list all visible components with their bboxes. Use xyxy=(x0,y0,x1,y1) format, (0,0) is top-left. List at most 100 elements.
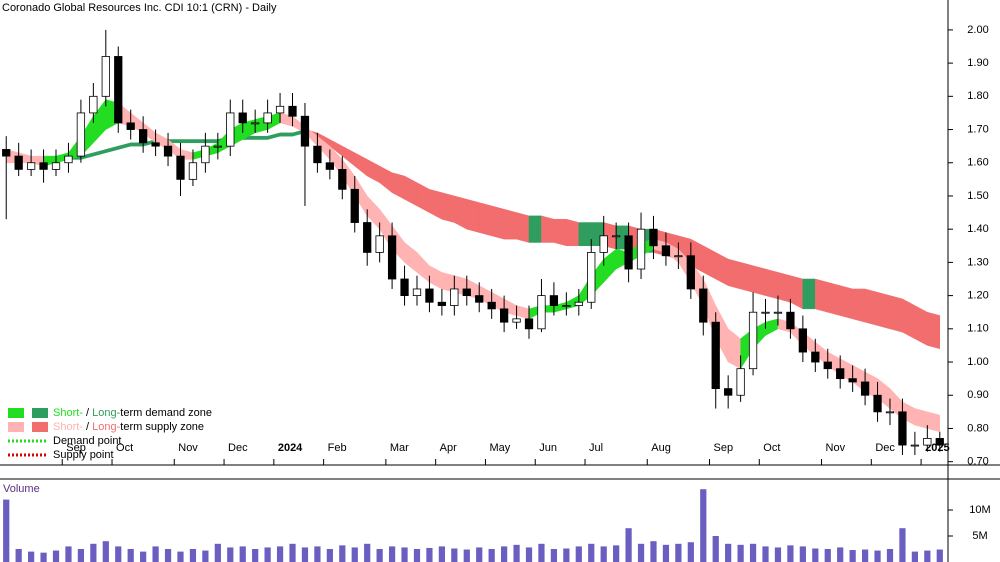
x-tick-label: Jun xyxy=(539,442,557,454)
volume-bar xyxy=(837,547,844,562)
volume-bar xyxy=(227,547,234,562)
candle-body xyxy=(450,288,459,306)
volume-bar xyxy=(28,551,35,562)
candle-body xyxy=(935,438,944,446)
x-tick-label: Dec xyxy=(875,442,895,454)
volume-bar xyxy=(289,543,296,562)
long-term-zone xyxy=(130,142,144,147)
legend-label: Demand point xyxy=(53,435,122,447)
candle-body xyxy=(350,188,359,223)
volume-bar xyxy=(364,543,371,562)
volume-bar xyxy=(662,544,670,562)
legend-text: term supply zone xyxy=(120,421,204,433)
volume-bar xyxy=(737,544,744,562)
candle-body xyxy=(475,295,484,303)
long-term-zone xyxy=(740,262,754,293)
x-tick-label: Dec xyxy=(228,442,248,454)
volume-bar xyxy=(675,543,682,562)
legend-text: Supply point xyxy=(53,449,114,461)
candle-body xyxy=(512,318,521,323)
x-tick-label: Nov xyxy=(826,442,846,454)
long-term-zone xyxy=(553,218,567,247)
candle-body xyxy=(64,155,73,164)
candle-body xyxy=(313,145,322,164)
candle-body xyxy=(562,305,571,307)
candle-body xyxy=(898,411,907,446)
long-term-zone xyxy=(254,135,268,140)
candle-body xyxy=(636,228,646,270)
candle-body xyxy=(836,368,845,380)
legend-label: Supply point xyxy=(53,449,114,461)
y-tick-label: 10M xyxy=(969,504,990,516)
volume-bar xyxy=(413,549,421,562)
long-term-zone xyxy=(192,139,206,144)
long-term-zone xyxy=(877,291,891,330)
candle-body xyxy=(151,142,160,147)
volume-bar xyxy=(90,543,97,562)
candle-body xyxy=(724,388,733,396)
candle-body xyxy=(499,308,509,323)
volume-bar xyxy=(613,545,620,562)
x-tick-label: 2024 xyxy=(278,442,303,454)
long-term-zone xyxy=(839,285,853,320)
volume-bar xyxy=(77,549,85,562)
candle-body xyxy=(910,444,920,447)
legend-text: Short- xyxy=(53,407,83,419)
legend-swatch xyxy=(32,408,48,418)
candle-body xyxy=(126,122,135,130)
y-tick-label: 1.40 xyxy=(967,223,988,235)
volume-bar xyxy=(214,543,221,562)
candle-body xyxy=(263,112,272,124)
volume-bar xyxy=(140,551,147,562)
short-term-zone xyxy=(927,411,941,433)
legend-text: Long- xyxy=(92,407,120,419)
volume-bar xyxy=(426,547,433,562)
y-tick-label: 1.00 xyxy=(967,356,988,368)
volume-bar xyxy=(762,546,769,562)
candle-body xyxy=(163,145,173,157)
long-term-zone xyxy=(914,305,928,346)
volume-bar xyxy=(899,528,906,562)
candle-body xyxy=(375,235,384,253)
candle-body xyxy=(226,112,235,147)
volume-bar xyxy=(525,547,533,562)
long-term-zone xyxy=(205,139,219,144)
volume-bar xyxy=(799,546,806,562)
legend-swatch xyxy=(8,408,24,418)
candle-body xyxy=(363,222,372,253)
long-term-zone xyxy=(765,268,779,300)
x-tick-label: Apr xyxy=(440,442,457,454)
volume-title: Volume xyxy=(3,483,40,495)
candle-body xyxy=(661,245,671,257)
candle-body xyxy=(686,255,695,290)
volume-bar xyxy=(700,489,707,562)
volume-bar xyxy=(812,548,819,562)
x-tick-label: Sep xyxy=(714,442,734,454)
volume-bar xyxy=(451,548,458,562)
legend-label: Short- / Long-term demand zone xyxy=(53,407,212,419)
long-term-zone xyxy=(441,192,455,223)
y-tick-label: 1.60 xyxy=(967,157,988,169)
candle-body xyxy=(89,95,98,114)
long-term-zone xyxy=(466,198,480,233)
long-term-zone xyxy=(815,278,828,313)
volume-bar xyxy=(588,543,595,562)
candle-body xyxy=(26,162,36,170)
volume-bar xyxy=(924,550,931,562)
long-term-zone xyxy=(541,215,555,243)
long-term-zone xyxy=(578,222,592,247)
volume-bar xyxy=(401,547,408,562)
volume-bar xyxy=(102,541,109,562)
volume-bar xyxy=(252,549,259,562)
volume-bar xyxy=(550,549,558,562)
candle-body xyxy=(736,368,745,396)
volume-bar xyxy=(189,549,197,562)
candle-body xyxy=(238,112,247,124)
candle-body xyxy=(786,311,795,330)
volume-bar xyxy=(712,536,719,562)
candle-body xyxy=(761,311,770,314)
volume-bar xyxy=(886,549,894,562)
x-tick-label: Jul xyxy=(589,442,603,454)
candle-body xyxy=(387,235,397,280)
candle-body xyxy=(437,301,447,306)
